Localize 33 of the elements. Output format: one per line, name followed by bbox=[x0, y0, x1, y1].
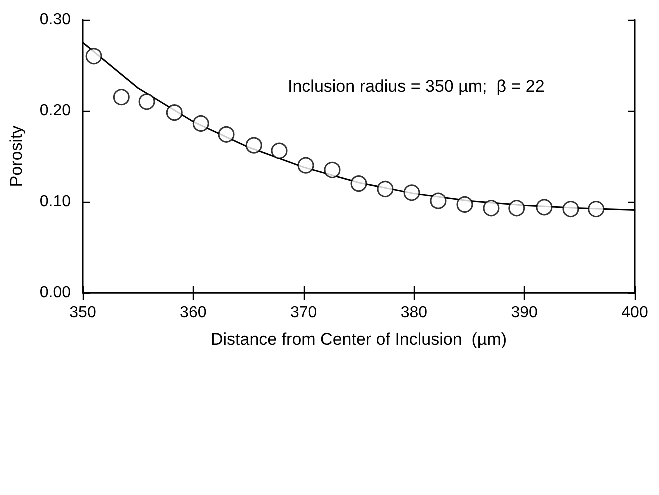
point bbox=[113, 89, 130, 106]
point bbox=[271, 142, 288, 160]
point bbox=[86, 48, 102, 65]
point bbox=[138, 94, 156, 110]
y-tick-label: 0.20 bbox=[40, 102, 72, 120]
point bbox=[588, 201, 605, 218]
point bbox=[298, 157, 314, 174]
point bbox=[246, 137, 262, 154]
point bbox=[377, 181, 394, 198]
y-tick-label: 0.30 bbox=[40, 12, 72, 28]
y-tick-label: 0.10 bbox=[40, 194, 72, 210]
point bbox=[218, 126, 235, 143]
point bbox=[192, 115, 210, 132]
point bbox=[350, 176, 368, 192]
x-tick-label: 400 bbox=[622, 304, 648, 322]
point bbox=[324, 162, 341, 178]
annotation: Inclusion radius = 350 µm; β = 22 bbox=[288, 77, 545, 96]
point bbox=[536, 199, 553, 216]
x-tick-label: 350 bbox=[70, 304, 96, 322]
x-axis-title: Distance from Center of Inclusion (µm) bbox=[210, 330, 508, 349]
point bbox=[508, 200, 526, 217]
point bbox=[430, 192, 447, 210]
point bbox=[562, 201, 580, 218]
point bbox=[166, 104, 183, 122]
x-tick-label: 390 bbox=[511, 304, 538, 322]
y-axis-title: Porosity bbox=[7, 125, 26, 188]
y-tick-label: 0.00 bbox=[40, 284, 72, 302]
x-tick-label: 370 bbox=[290, 304, 318, 322]
point bbox=[483, 200, 500, 217]
point bbox=[404, 184, 420, 202]
point bbox=[456, 196, 474, 213]
x-tick-label: 380 bbox=[400, 304, 428, 322]
x-tick-label: 360 bbox=[180, 304, 207, 322]
